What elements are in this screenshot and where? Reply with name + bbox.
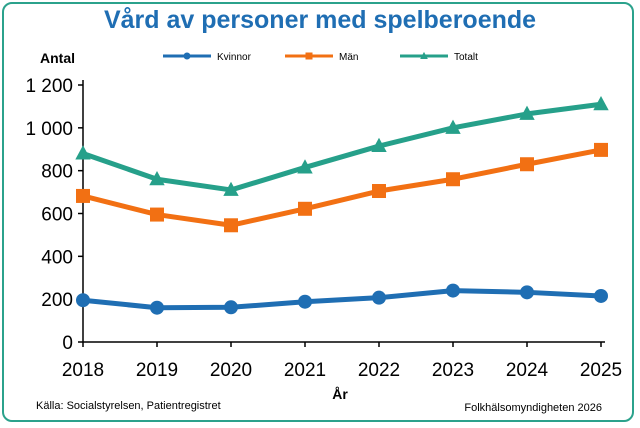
- data-point-totalt: [371, 137, 387, 153]
- data-point-totalt: [519, 105, 535, 120]
- legend-label: Totalt: [454, 52, 478, 63]
- data-point-totalt: [75, 145, 91, 160]
- data-point-totalt: [593, 96, 609, 111]
- x-tick-label: 2025: [580, 360, 622, 381]
- y-tick-label: 0: [62, 333, 73, 354]
- credit-note: Folkhälsomyndigheten 2026: [464, 402, 602, 414]
- y-axis-label: Antal: [40, 50, 75, 66]
- legend-marker: [183, 52, 191, 60]
- data-point-män: [520, 157, 534, 172]
- legend-label: Män: [339, 52, 358, 63]
- data-point-totalt: [445, 119, 461, 134]
- x-tick-label: 2022: [358, 360, 400, 381]
- data-point-kvinnor: [76, 293, 90, 308]
- chart-title: Vård av personer med spelberoende: [103, 6, 537, 34]
- y-tick-label: 200: [41, 290, 73, 311]
- data-point-män: [446, 172, 460, 187]
- data-point-kvinnor: [372, 290, 386, 305]
- x-tick-label: 2024: [506, 360, 549, 381]
- data-point-kvinnor: [446, 283, 460, 298]
- legend-label: Kvinnor: [217, 52, 252, 63]
- data-point-kvinnor: [594, 288, 608, 303]
- data-point-kvinnor: [224, 300, 238, 315]
- data-point-män: [372, 184, 386, 199]
- y-tick-label: 600: [41, 205, 73, 226]
- data-point-män: [298, 201, 312, 216]
- y-tick-label: 1 200: [25, 76, 73, 97]
- legend-marker: [305, 52, 313, 60]
- data-point-totalt: [223, 181, 239, 196]
- x-tick-label: 2020: [210, 360, 252, 381]
- x-tick-label: 2019: [136, 360, 178, 381]
- x-tick-label: 2021: [284, 360, 326, 381]
- data-point-män: [150, 207, 164, 222]
- data-point-kvinnor: [150, 300, 164, 315]
- data-point-män: [594, 142, 608, 157]
- series-line-kvinnor: [82, 288, 602, 311]
- data-point-totalt: [297, 159, 313, 174]
- chart-frame: [2, 2, 634, 422]
- y-tick-label: 400: [41, 247, 73, 268]
- y-tick-label: 800: [41, 162, 73, 183]
- source-note: Källa: Socialstyrelsen, Patientregistret: [36, 400, 221, 412]
- series-line-totalt: [82, 101, 602, 193]
- x-axis-label: År: [332, 386, 348, 402]
- x-tick-label: 2018: [62, 360, 104, 381]
- series-line-män: [82, 147, 602, 228]
- y-tick-label: 1 000: [25, 119, 73, 140]
- data-point-totalt: [149, 170, 165, 186]
- x-tick-label: 2023: [432, 360, 474, 381]
- data-point-män: [224, 218, 238, 233]
- data-point-män: [76, 188, 90, 203]
- data-point-kvinnor: [298, 294, 312, 309]
- legend-marker: [420, 51, 428, 59]
- data-point-kvinnor: [520, 285, 534, 300]
